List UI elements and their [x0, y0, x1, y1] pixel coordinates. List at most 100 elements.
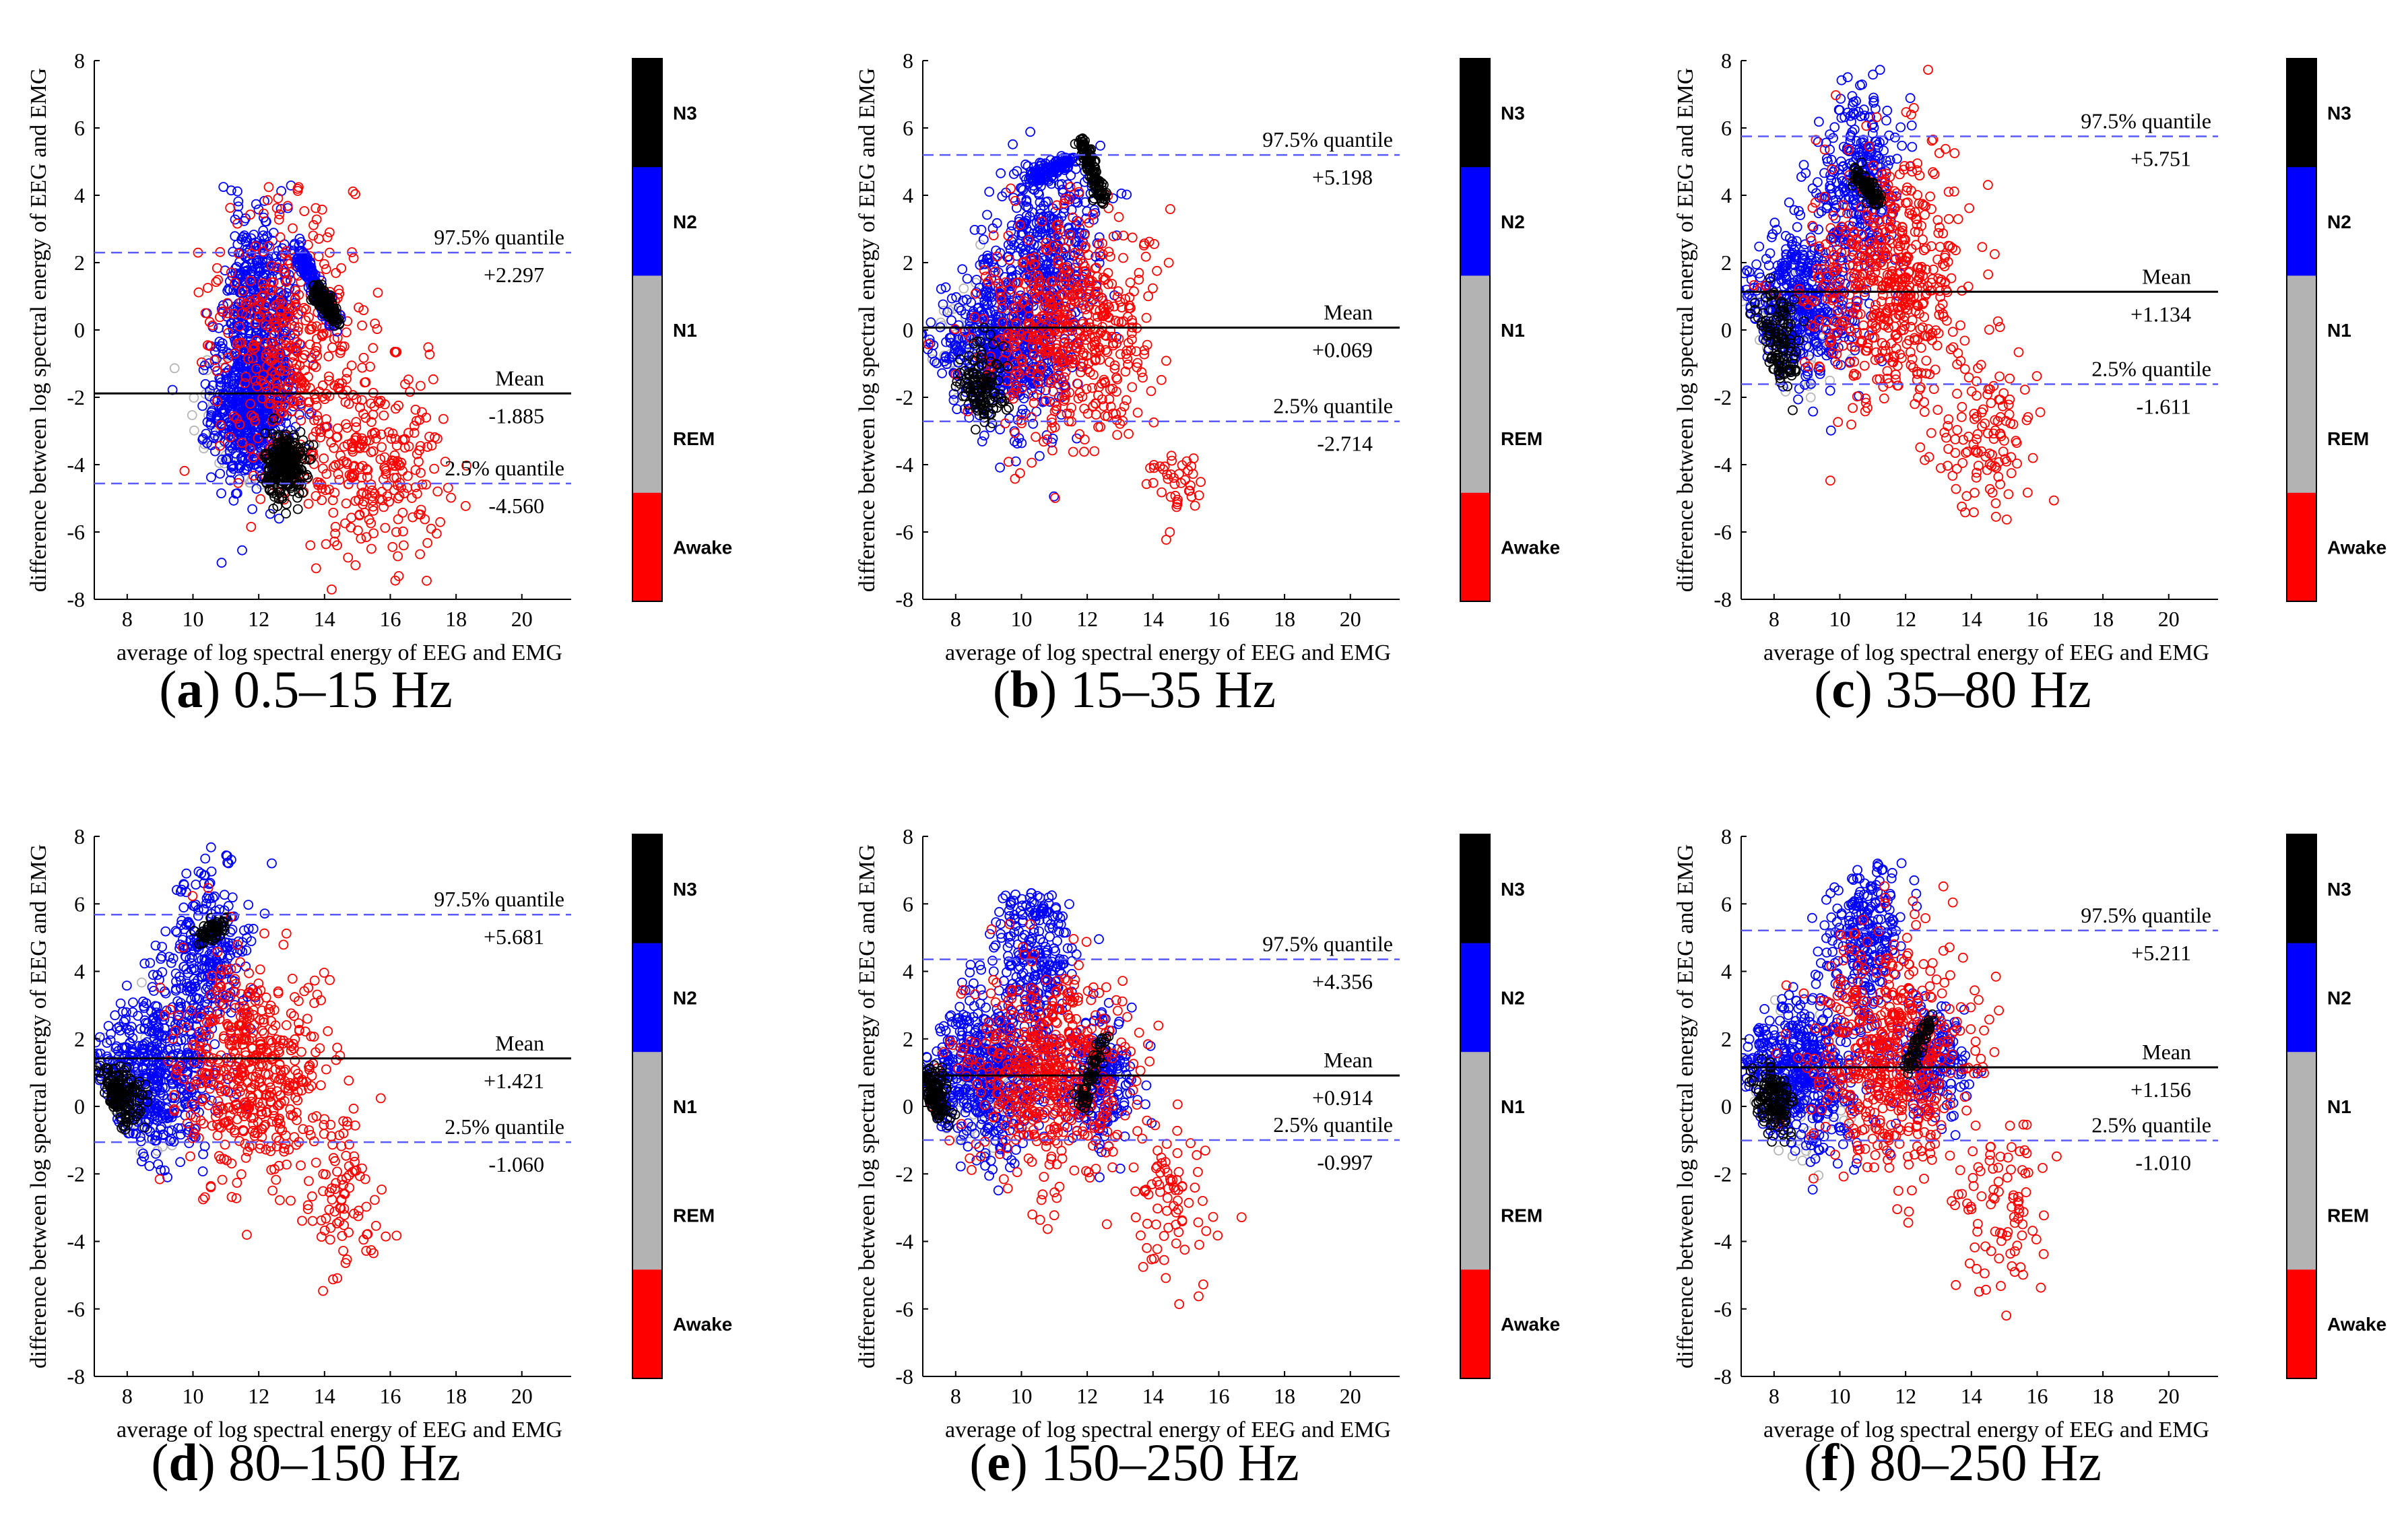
point-red — [300, 349, 310, 360]
point-red — [290, 373, 300, 383]
point-blue — [951, 292, 961, 302]
point-red — [324, 484, 335, 495]
point-black — [1004, 402, 1014, 413]
point-red — [386, 459, 397, 469]
point-red — [321, 469, 332, 479]
point-red — [1079, 403, 1090, 414]
point-red — [461, 461, 471, 471]
point-red — [1022, 331, 1032, 341]
point-red — [1169, 473, 1179, 483]
point-black — [975, 337, 985, 347]
point-black — [1100, 194, 1111, 205]
point-red — [1132, 362, 1142, 372]
point-red — [334, 378, 345, 389]
point-red — [246, 410, 257, 421]
point-red — [313, 234, 324, 244]
point-blue — [1064, 228, 1074, 239]
colorbar-segment — [632, 275, 662, 494]
point-red — [258, 246, 269, 257]
point-red — [275, 408, 286, 419]
point-red — [1132, 407, 1143, 418]
point-red — [443, 483, 453, 493]
point-red — [342, 422, 352, 433]
point-red — [1089, 446, 1100, 457]
point-red — [424, 349, 435, 360]
point-red — [1190, 500, 1200, 511]
point-blue — [250, 430, 261, 441]
point-blue — [1792, 222, 1802, 232]
point-red — [1074, 187, 1084, 197]
point-blue — [1815, 308, 1825, 319]
point-red — [1040, 243, 1051, 254]
point-red — [1167, 455, 1177, 466]
point-blue — [216, 488, 226, 498]
point-red — [1062, 408, 1072, 419]
point-blue — [1028, 300, 1039, 311]
point-red — [996, 295, 1007, 306]
point-blue — [239, 230, 250, 241]
point-red — [1089, 337, 1100, 347]
point-red — [341, 374, 352, 385]
point-red — [272, 405, 283, 415]
upper-quantile-label: 97.5% quantile — [434, 225, 564, 249]
point-gray — [944, 305, 954, 316]
point-blue — [1000, 272, 1010, 282]
lower-quantile-label: 2.5% quantile — [445, 456, 564, 480]
point-blue — [253, 354, 264, 364]
point-red — [251, 241, 261, 252]
x-tick-label: 10 — [1010, 607, 1032, 631]
point-blue — [1808, 222, 1819, 233]
point-red — [366, 398, 377, 409]
point-blue — [217, 455, 228, 465]
point-red — [263, 182, 274, 193]
point-red — [309, 348, 320, 359]
point-blue — [969, 352, 980, 363]
point-blue — [1095, 251, 1105, 262]
scatter-points-a — [167, 180, 471, 595]
point-blue — [1782, 261, 1792, 271]
point-blue — [1790, 241, 1801, 252]
point-red — [421, 412, 432, 423]
point-blue — [1755, 298, 1765, 308]
point-blue — [1741, 285, 1745, 294]
caption-a: (a) 0.5–15 Hz — [159, 660, 452, 719]
point-red — [1091, 354, 1101, 364]
point-black — [297, 488, 308, 498]
point-red — [386, 434, 397, 444]
point-blue — [1787, 236, 1798, 246]
point-red — [1061, 262, 1072, 273]
point-red — [1115, 419, 1126, 429]
point-blue — [1049, 491, 1060, 502]
point-red — [397, 465, 408, 476]
point-red — [303, 498, 314, 509]
point-red — [1033, 370, 1044, 381]
point-red — [1108, 340, 1118, 351]
point-red — [351, 422, 362, 432]
point-red — [261, 381, 271, 392]
point-black — [304, 440, 315, 451]
point-red — [1091, 263, 1101, 273]
point-blue — [1815, 366, 1826, 376]
point-blue — [238, 215, 249, 226]
point-red — [1029, 259, 1039, 269]
point-black — [268, 488, 278, 498]
point-black — [969, 356, 980, 366]
point-blue — [1784, 233, 1795, 244]
point-black — [989, 389, 1000, 399]
point-red — [1031, 432, 1041, 442]
point-red — [370, 319, 380, 329]
point-red — [1013, 277, 1023, 288]
point-gray — [1805, 392, 1816, 403]
point-blue — [218, 343, 228, 354]
point-red — [1104, 394, 1115, 405]
point-blue — [1781, 249, 1792, 260]
point-red — [250, 375, 261, 386]
point-red — [438, 413, 449, 424]
point-red — [1116, 407, 1126, 418]
point-red — [301, 304, 311, 314]
point-red — [251, 364, 261, 374]
point-red — [238, 345, 249, 356]
